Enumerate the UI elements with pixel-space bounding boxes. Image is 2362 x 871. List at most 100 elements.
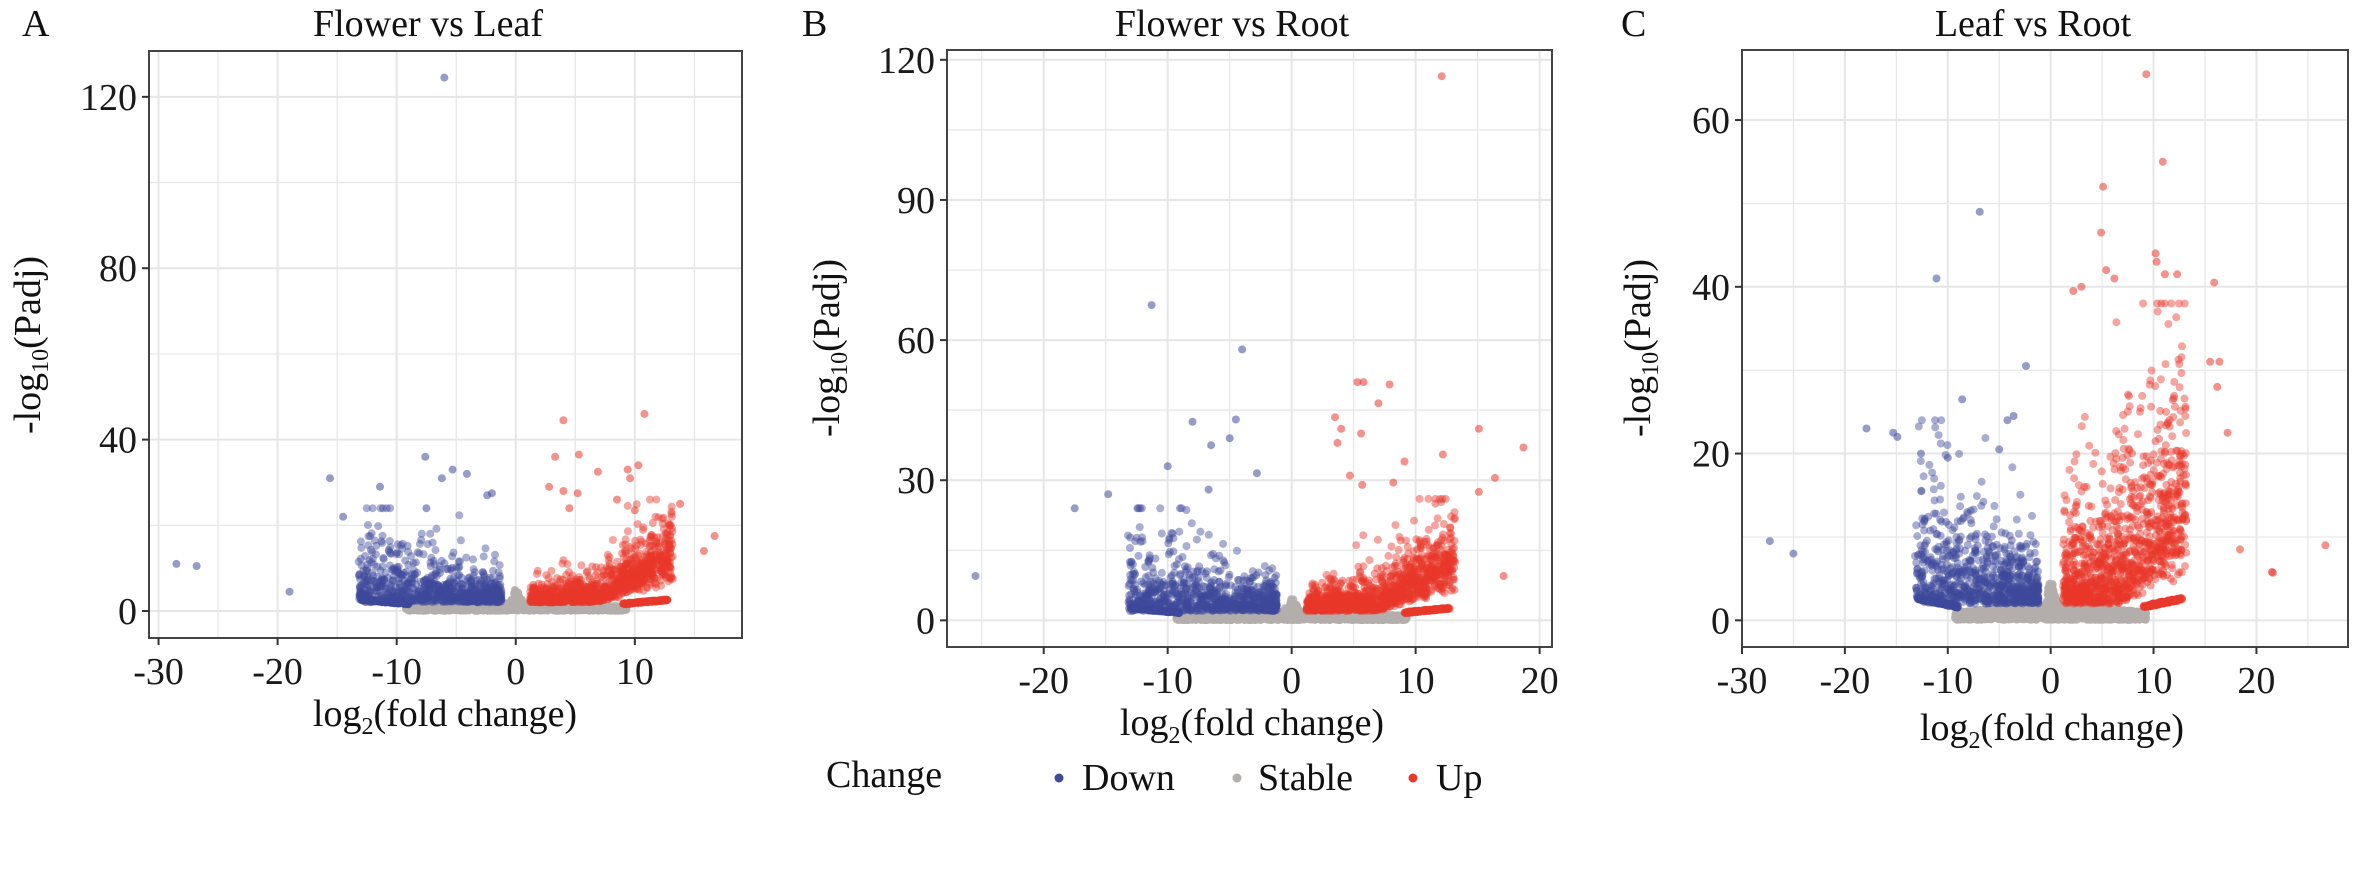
point-down bbox=[487, 489, 496, 498]
point-down bbox=[449, 548, 458, 557]
point-down bbox=[422, 504, 431, 513]
point-down bbox=[356, 537, 365, 546]
point-down bbox=[359, 566, 368, 575]
point-down bbox=[378, 575, 387, 583]
point-up bbox=[666, 521, 675, 530]
point-down bbox=[481, 544, 490, 553]
point-up bbox=[623, 599, 632, 608]
point-down bbox=[439, 594, 448, 603]
point-down bbox=[430, 590, 439, 599]
panel-letter-a: A bbox=[22, 3, 50, 45]
point-down bbox=[485, 573, 494, 582]
point-down bbox=[378, 562, 387, 571]
point-stable bbox=[612, 606, 621, 615]
point-down bbox=[376, 482, 384, 491]
point-up bbox=[613, 495, 621, 504]
point-down bbox=[364, 532, 373, 541]
point-down bbox=[381, 598, 390, 607]
point-stable bbox=[433, 603, 441, 611]
point-down bbox=[448, 465, 457, 474]
point-down bbox=[483, 597, 491, 606]
point-down bbox=[431, 546, 440, 555]
point-down bbox=[357, 588, 366, 597]
point-stable bbox=[502, 603, 511, 612]
point-down bbox=[466, 594, 474, 603]
point-up bbox=[667, 509, 676, 518]
point-down bbox=[364, 596, 373, 605]
point-up bbox=[699, 547, 708, 555]
point-up bbox=[593, 467, 602, 476]
point-up bbox=[568, 591, 577, 599]
point-up bbox=[557, 593, 566, 602]
point-up bbox=[537, 592, 546, 601]
point-down bbox=[479, 568, 487, 577]
point-up bbox=[667, 536, 676, 545]
point-down bbox=[395, 550, 403, 559]
point-down bbox=[483, 584, 492, 593]
point-down bbox=[366, 598, 375, 607]
point-up bbox=[589, 587, 598, 596]
point-down bbox=[366, 598, 375, 607]
point-down bbox=[363, 521, 372, 529]
point-down bbox=[466, 577, 475, 586]
plot-area bbox=[148, 50, 743, 639]
legend-stable-label: Stable bbox=[1258, 757, 1353, 799]
point-up bbox=[658, 564, 666, 573]
point-down bbox=[481, 582, 490, 591]
point-down bbox=[415, 539, 424, 548]
y-tick-label: 120 bbox=[80, 77, 137, 119]
legend-down-marker bbox=[1054, 773, 1064, 783]
point-down bbox=[443, 564, 452, 573]
point-up bbox=[542, 571, 551, 580]
point-down bbox=[421, 452, 430, 461]
point-down bbox=[367, 558, 376, 567]
point-stable bbox=[488, 602, 497, 611]
x-tick-label: -20 bbox=[252, 651, 303, 693]
point-up bbox=[598, 596, 607, 605]
point-down bbox=[428, 538, 437, 547]
point-down bbox=[495, 561, 504, 570]
point-up bbox=[597, 578, 606, 587]
point-up bbox=[638, 563, 647, 572]
point-down bbox=[388, 598, 397, 607]
point-up bbox=[630, 506, 639, 515]
x-tick-label: -10 bbox=[371, 651, 422, 693]
point-up bbox=[574, 450, 583, 459]
point-up bbox=[562, 570, 571, 579]
point-up bbox=[545, 482, 554, 491]
point-down bbox=[440, 73, 449, 82]
point-down bbox=[411, 558, 420, 567]
point-down bbox=[448, 563, 457, 572]
point-down bbox=[488, 595, 497, 604]
point-up bbox=[605, 553, 614, 561]
point-down bbox=[435, 565, 444, 574]
panel-letter-b: B bbox=[802, 3, 827, 45]
point-down bbox=[458, 584, 467, 593]
point-down bbox=[285, 587, 294, 596]
point-down bbox=[414, 587, 423, 596]
point-down bbox=[455, 511, 464, 520]
point-up bbox=[651, 512, 660, 521]
point-down bbox=[465, 596, 474, 605]
point-stable bbox=[481, 601, 490, 610]
point-down bbox=[395, 579, 404, 588]
legend-title: Change bbox=[826, 754, 942, 796]
point-down bbox=[457, 597, 466, 606]
x-tick-label: 0 bbox=[506, 651, 525, 693]
legend-up-label: Up bbox=[1436, 757, 1482, 799]
panel-a: A Flower vs Leaf log2(fold change) -log1… bbox=[7, 3, 743, 740]
x-tick-label: 10 bbox=[616, 651, 654, 693]
y-axis-label: -log10(Padj) bbox=[7, 256, 54, 434]
point-up bbox=[653, 533, 662, 542]
point-up bbox=[666, 562, 674, 571]
point-down bbox=[491, 597, 500, 606]
plot-background bbox=[947, 50, 1552, 647]
point-down bbox=[385, 537, 394, 545]
point-down bbox=[379, 582, 387, 591]
point-up bbox=[645, 580, 654, 589]
point-down bbox=[326, 474, 334, 483]
y-tick-label: 40 bbox=[99, 420, 137, 462]
point-up bbox=[646, 495, 654, 504]
point-down bbox=[470, 584, 479, 593]
